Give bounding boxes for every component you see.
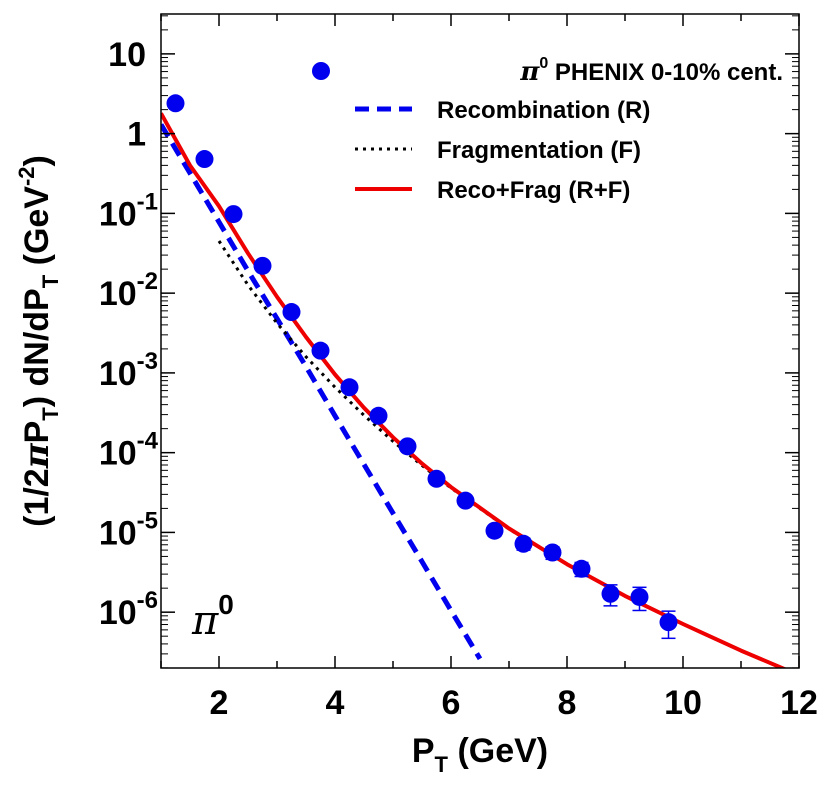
x-tick-label: 2	[210, 684, 229, 722]
data-point	[659, 613, 678, 632]
x-tick-label: 8	[558, 684, 577, 722]
data-point	[601, 584, 620, 603]
legend-label-data: π0 PHENIX 0-10% cent.	[519, 55, 783, 87]
data-point	[166, 94, 185, 113]
pi0-annotation: π0	[191, 589, 234, 644]
y-axis-label: (1/2πPT) dN/dPT (GeV-2)	[14, 155, 63, 527]
data-point	[427, 469, 446, 488]
legend: π0 PHENIX 0-10% cent. Recombination (R) …	[312, 55, 783, 204]
x-tick-label: 10	[664, 684, 702, 722]
data-point	[514, 534, 533, 553]
data-point	[543, 543, 562, 562]
x-tick-label: 4	[326, 684, 345, 722]
y-tick-label: 10-5	[99, 507, 158, 552]
curve-recombination	[161, 123, 483, 661]
data-point	[572, 559, 591, 578]
axes: 2 4 6 8 10 12 10 1 10-1 10-2 10-3 10-4 10-5 10-6	[99, 14, 818, 722]
curves	[161, 112, 788, 668]
data-point	[253, 256, 272, 275]
data-point	[311, 341, 330, 360]
data-point	[282, 303, 301, 322]
data-point	[340, 378, 359, 397]
data-point	[456, 491, 475, 510]
x-tick-label: 6	[442, 684, 461, 722]
y-tick-label: 10-1	[99, 188, 158, 233]
data-point	[485, 521, 504, 540]
x-axis-label: PT (GeV)	[412, 732, 548, 777]
data-point	[369, 406, 388, 425]
y-tick-label: 10-4	[99, 428, 159, 473]
plot-frame	[160, 13, 800, 669]
legend-label-recombination: Recombination (R)	[437, 97, 650, 124]
y-tick-label: 1	[127, 116, 146, 154]
legend-label-fragmentation: Fragmentation (F)	[437, 137, 641, 164]
y-tick-label: 10	[108, 36, 146, 74]
legend-marker-data	[312, 62, 330, 80]
y-tick-label: 10-2	[99, 268, 158, 313]
y-tick-label: 10-6	[99, 587, 158, 632]
x-tick-label: 12	[780, 684, 818, 722]
data-point	[398, 437, 417, 456]
data-point	[630, 587, 649, 606]
data-points	[166, 94, 678, 640]
curve-reco-frag	[161, 112, 788, 668]
legend-label-reco-frag: Reco+Frag (R+F)	[437, 177, 630, 204]
data-point	[224, 205, 243, 224]
data-point	[195, 150, 214, 169]
y-tick-label: 10-3	[99, 348, 158, 393]
